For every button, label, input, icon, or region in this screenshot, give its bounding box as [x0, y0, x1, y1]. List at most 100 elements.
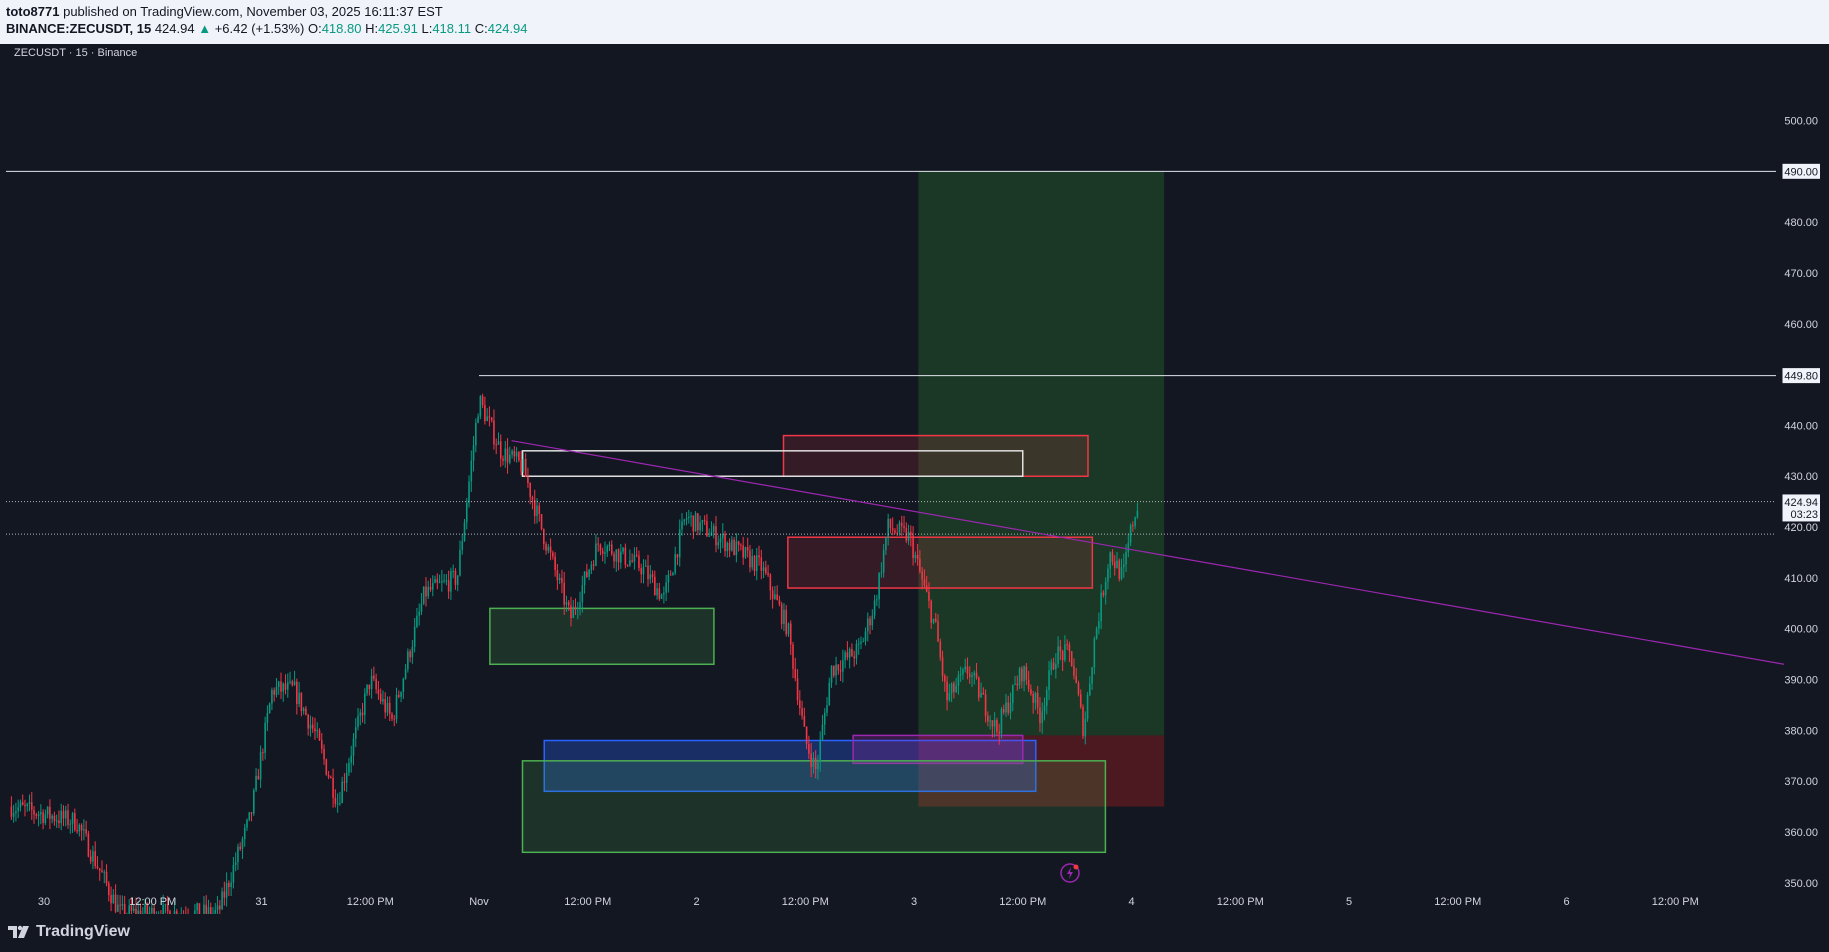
candle	[314, 717, 316, 740]
candle-body	[101, 870, 103, 873]
candle-body	[76, 829, 78, 832]
candle-body	[522, 458, 525, 472]
candle	[1011, 684, 1014, 712]
zone-green[interactable]	[489, 607, 715, 666]
tradingview-logo[interactable]: TradingView	[8, 923, 130, 941]
candle-body	[30, 802, 33, 810]
candle	[647, 554, 649, 587]
zone-green[interactable]	[521, 760, 1107, 854]
candle-body	[928, 591, 930, 601]
time-tick-label: 12:00 PM	[564, 896, 611, 908]
candle	[515, 447, 518, 463]
candle-body	[796, 678, 799, 701]
candle-body	[148, 912, 151, 915]
candle	[373, 666, 375, 682]
candle	[35, 812, 38, 820]
candle-body	[87, 833, 90, 857]
candle	[780, 601, 783, 630]
candle-body	[228, 882, 230, 888]
publisher-name[interactable]: toto8771	[6, 4, 60, 19]
price-tick-label: 350.00	[1784, 878, 1818, 890]
chart-area[interactable]: 350.00 360.00 370.00 380.00 390.00 400.00 410.…	[0, 44, 1827, 932]
candle	[887, 513, 889, 546]
time-tick-label: 12:00 PM	[129, 896, 176, 908]
candle-body	[665, 582, 667, 593]
position-loss-zone[interactable]	[918, 735, 1165, 807]
candle	[1055, 653, 1057, 679]
candle-body	[606, 546, 609, 553]
candle	[205, 895, 208, 926]
candle-body	[298, 692, 300, 705]
candle	[422, 586, 425, 606]
time-tick-label: 12:00 PM	[347, 896, 394, 908]
zone-red[interactable]	[787, 536, 1094, 589]
candle-body	[431, 582, 434, 590]
candle-body	[411, 646, 414, 658]
zone-white[interactable]	[521, 450, 1024, 477]
candle	[959, 666, 962, 682]
candle-body	[341, 781, 343, 803]
candle	[185, 906, 187, 930]
candle	[1061, 649, 1064, 672]
candle-body	[28, 802, 31, 805]
candle	[1064, 635, 1066, 663]
candle-body	[289, 681, 291, 683]
candle	[459, 540, 461, 577]
candle-body	[733, 539, 735, 556]
candle-body	[1100, 592, 1102, 622]
candle	[198, 903, 201, 918]
candle-body	[993, 720, 996, 727]
candle-body	[103, 871, 106, 873]
levels-layer	[0, 170, 1776, 535]
candle	[268, 702, 271, 714]
candle	[907, 524, 910, 545]
candle	[472, 435, 475, 472]
candle	[957, 670, 960, 695]
price-chart[interactable]: 350.00 360.00 370.00 380.00 390.00 400.00 410.…	[0, 44, 1827, 932]
candle-body	[1002, 709, 1005, 713]
zone-purple[interactable]	[852, 734, 1024, 765]
chart-legend[interactable]: ZECUSDT · 15 · Binance	[14, 47, 137, 59]
candle	[264, 716, 266, 760]
candle	[583, 571, 586, 594]
candle	[518, 450, 520, 463]
candle-body	[345, 772, 348, 783]
candle-body	[465, 502, 468, 523]
candle-body	[810, 753, 812, 767]
candle-body	[309, 724, 312, 729]
trendline[interactable]	[511, 440, 1785, 665]
candle	[286, 673, 289, 698]
candle	[132, 903, 135, 914]
candle	[796, 669, 799, 706]
position-profit-zone[interactable]	[918, 171, 1165, 736]
candle-body	[919, 558, 921, 572]
candle-body	[694, 513, 697, 532]
candle-body	[151, 908, 153, 913]
alert-icon[interactable]	[1060, 863, 1080, 883]
candle	[470, 450, 473, 493]
candle-body	[1095, 628, 1098, 639]
candle-body	[314, 728, 316, 732]
candle-body	[687, 516, 690, 519]
candle	[92, 845, 94, 870]
candle-body	[737, 541, 740, 545]
candle	[857, 637, 860, 655]
candle-body	[83, 829, 85, 831]
candle-body	[914, 555, 917, 559]
candle	[418, 603, 420, 626]
candle	[275, 677, 278, 698]
candle	[660, 593, 663, 600]
candle	[228, 880, 230, 896]
zone-blue[interactable]	[543, 739, 1037, 793]
candle-body	[463, 522, 466, 542]
candle-body	[24, 804, 26, 807]
candle	[1032, 690, 1034, 714]
candle	[817, 754, 819, 780]
candle-body	[549, 546, 552, 553]
candle-body	[1111, 552, 1114, 562]
time-tick-label: 12:00 PM	[999, 896, 1046, 908]
candle-body	[808, 743, 810, 754]
candle-body	[128, 905, 130, 916]
candle-body	[724, 533, 726, 552]
candle	[1136, 502, 1139, 519]
